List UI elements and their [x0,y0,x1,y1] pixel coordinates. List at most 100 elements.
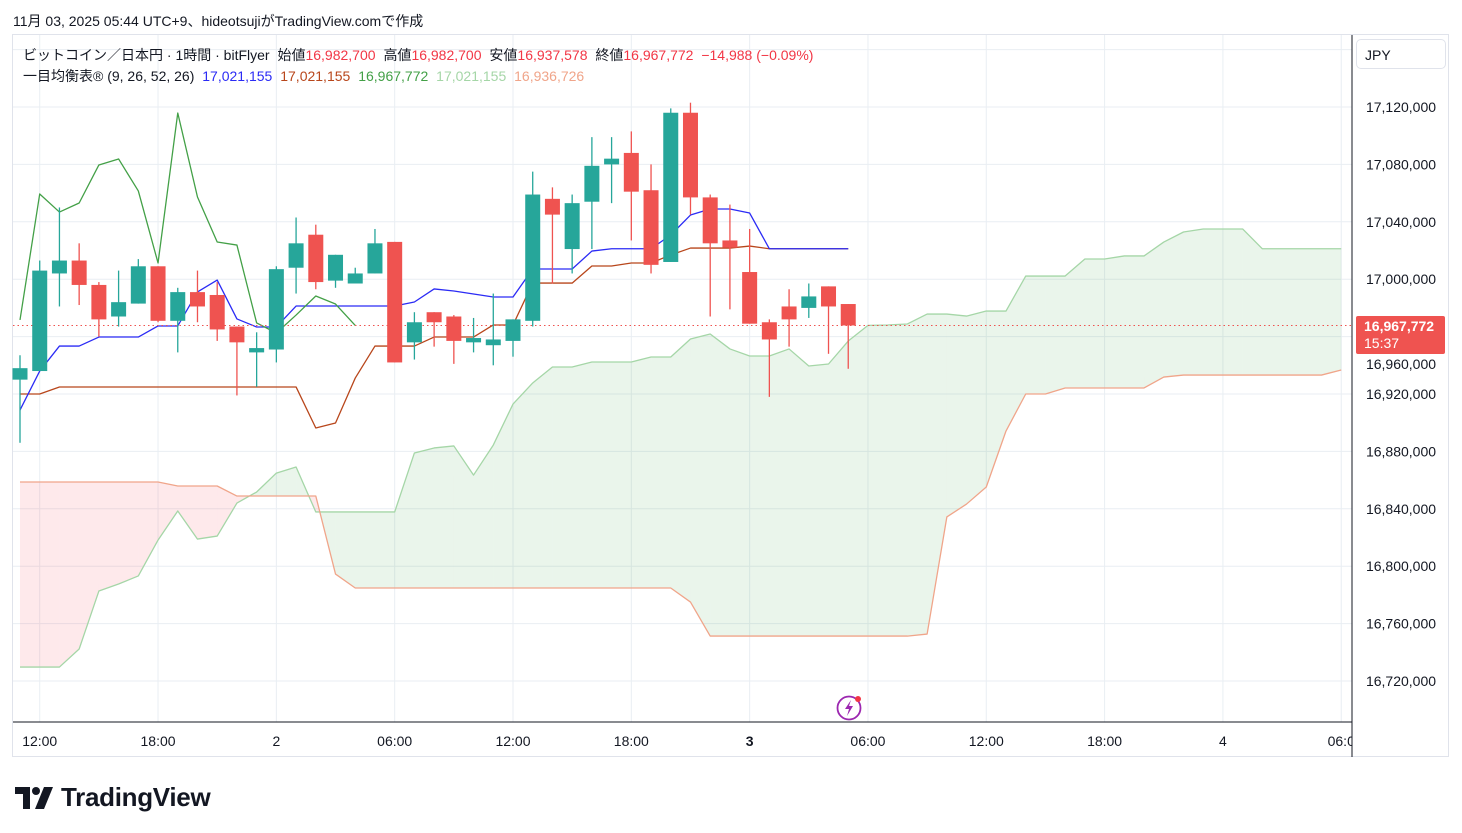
tradingview-logo-icon [15,786,53,809]
price-tick-label: 17,080,000 [1366,156,1436,172]
candle-body [544,198,560,215]
indicator-title[interactable]: 一目均衡表® (9, 26, 52, 26) [23,68,195,84]
candle [12,355,28,443]
candle [722,204,738,310]
candle [150,266,166,323]
cloud-segment [1065,258,1085,388]
candles [12,102,856,443]
candle [426,312,442,347]
cloud-segment [1124,255,1145,388]
cloud-segment [986,311,1006,487]
candle [367,228,383,274]
candle-body [91,284,107,320]
candle-body [623,152,639,192]
time-tick-label: 06:00 [850,733,885,749]
candle [446,315,462,364]
candle [170,287,186,353]
candle-body [51,260,67,274]
grid [13,35,1352,722]
cloud-segment [729,348,750,637]
span-b-value: 16,936,726 [514,68,585,84]
high-label: 高値 [383,47,412,63]
cloud-segment [591,361,612,589]
cloud-segment [79,481,99,649]
axes: 16,720,000 16,760,000 16,800,000 16,840,000… [13,35,1436,757]
candle [623,131,639,241]
time-tick-label: 2 [272,733,280,749]
candle [702,194,718,317]
time-tick-label: 12:00 [495,733,530,749]
cloud-segment [335,511,356,589]
candle-body [663,112,679,262]
tenkan-value: 17,021,155 [202,68,273,84]
candle [525,171,541,327]
cloud-segment [394,452,415,589]
bar-countdown: 15:37 [1364,335,1400,351]
cloud-segment [808,364,829,637]
chikou-line [19,112,356,334]
candle-body [367,243,383,274]
candle [91,282,107,337]
currency-button[interactable]: JPY [1356,39,1446,69]
kijun-value: 17,021,155 [280,68,351,84]
price-tick-label: 17,040,000 [1366,214,1436,230]
events-lightning-icon[interactable] [836,694,864,727]
cloud-segment [1282,248,1302,376]
candle [229,326,245,396]
close-value: 16,967,772 [623,47,694,63]
price-tick-label: 16,920,000 [1366,386,1436,402]
cloud-segment [355,511,375,589]
candle [643,164,659,274]
candle-body [150,266,166,321]
cloud-segment [848,325,868,637]
candle [604,137,620,204]
time-tick-label: 12:00 [22,733,57,749]
candle-body [761,322,777,340]
legend-ohlc: ビットコイン／日本円 · 1時間 · bitFlyer 始値16,982,700… [23,45,817,65]
cloud-segment [867,324,888,637]
candle-body [229,326,245,343]
cloud-segment [493,404,513,589]
candle-body [446,316,462,341]
candle-body [702,197,718,244]
span-a-line [20,228,1342,668]
ichimoku-cloud [20,228,1342,668]
chart-caption: 11月 03, 2025 05:44 UTC+9、hideotsujiがTrad… [13,13,424,29]
time-tick-label: 06:00 [377,733,412,749]
candle-body [505,319,521,341]
candle-body [130,266,146,304]
price-tick-label: 17,120,000 [1366,99,1436,115]
high-value: 16,982,700 [411,47,482,63]
candle-body [643,190,659,265]
cloud-segment [1203,228,1223,376]
symbol-title[interactable]: ビットコイン／日本円 · 1時間 · bitFlyer [23,47,270,63]
time-tick-label: 18:00 [141,733,176,749]
cloud-segment [473,445,494,589]
candle-body [821,286,837,307]
cloud-segment [1262,248,1283,376]
cloud-segment [1025,276,1046,394]
candle [406,312,422,360]
cloud-segment [670,339,691,603]
legend-ichimoku[interactable]: 一目均衡表® (9, 26, 52, 26) 17,021,155 17,021… [23,66,588,86]
candle [742,228,758,324]
candle [51,207,67,307]
cloud-segment [1183,228,1204,376]
candle-body [604,158,620,165]
time-tick-label: 4 [1219,733,1227,749]
candle [189,270,205,323]
candle-body [12,368,28,380]
price-tick-label: 16,960,000 [1366,356,1436,372]
cloud-segment [611,361,632,589]
candle-body [189,292,205,307]
chikou-value: 16,967,772 [358,68,429,84]
candle-body [328,254,344,281]
candle [130,259,146,304]
cloud-segment [1242,228,1263,376]
candle-body [387,241,403,363]
cloud-segment [1084,258,1105,388]
cloud-segment [1045,276,1066,394]
tradingview-logo[interactable]: TradingView [15,782,211,813]
time-tick-label: 06:0 [1328,733,1355,749]
